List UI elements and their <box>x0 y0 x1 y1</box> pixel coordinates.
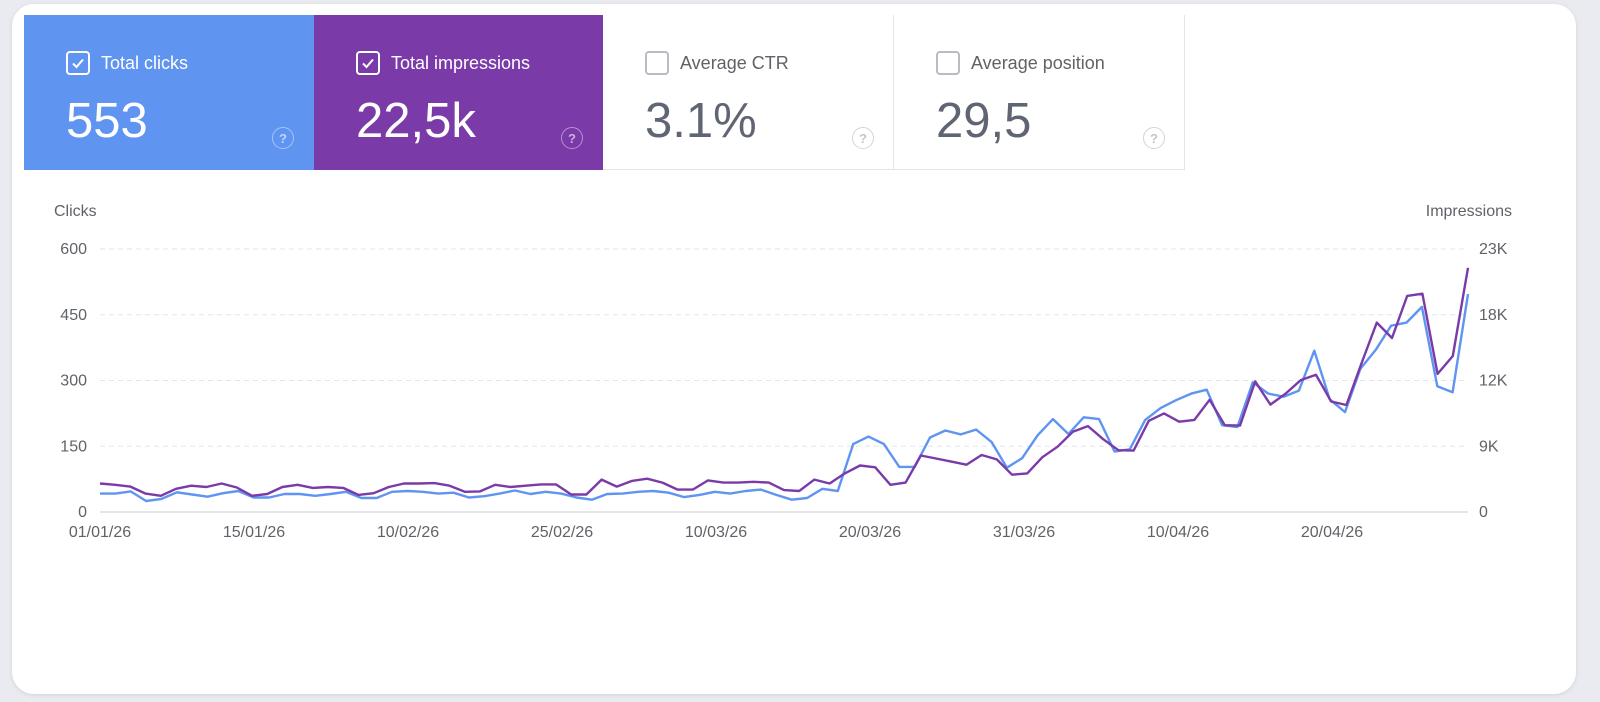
y-tick-label-left: 300 <box>60 373 87 390</box>
x-tick-label: 20/03/26 <box>839 524 901 541</box>
y-axis-left-ticks: 0 150 300 450 600 <box>60 241 87 521</box>
series-line-impressions <box>99 267 1470 497</box>
metric-value: 29,5 <box>936 94 1032 148</box>
checkbox-unchecked-icon[interactable] <box>936 51 960 75</box>
metric-tabs: Total clicks 553 ? Total impressions 22,… <box>24 15 1185 170</box>
checkbox-checked-icon[interactable] <box>356 51 380 75</box>
metric-value: 553 <box>66 94 148 148</box>
checkbox-unchecked-icon[interactable] <box>645 51 669 75</box>
x-tick-label: 01/01/26 <box>69 524 131 541</box>
metric-total-clicks[interactable]: Total clicks 553 ? <box>24 15 314 170</box>
y-tick-label-left: 450 <box>60 307 87 324</box>
metric-header: Average position <box>936 51 1105 75</box>
y-tick-label-right: 12K <box>1479 373 1508 390</box>
x-tick-label: 20/04/26 <box>1301 524 1363 541</box>
metric-label: Total clicks <box>101 52 189 73</box>
x-tick-label: 10/04/26 <box>1147 524 1209 541</box>
help-icon[interactable]: ? <box>561 127 583 149</box>
x-tick-label: 31/03/26 <box>993 524 1055 541</box>
metric-average-position[interactable]: Average position 29,5 ? <box>894 15 1185 170</box>
y-axis-right-ticks: 0 9K 12K 18K 23K <box>1479 241 1508 521</box>
help-icon[interactable]: ? <box>852 127 874 149</box>
metric-label: Total impressions <box>391 52 531 73</box>
y-axis-right-title: Impressions <box>1426 203 1512 220</box>
metric-total-impressions[interactable]: Total impressions 22,5k ? <box>314 15 603 170</box>
y-tick-label-right: 0 <box>1479 504 1488 521</box>
metric-value: 3.1% <box>645 94 757 148</box>
x-tick-label: 10/03/26 <box>685 524 747 541</box>
x-tick-label: 25/02/26 <box>531 524 593 541</box>
performance-card: Total clicks 553 ? Total impressions 22,… <box>12 4 1576 694</box>
x-axis-ticks: 01/01/26 15/01/26 10/02/26 25/02/26 10/03/26… <box>69 524 1363 541</box>
x-tick-label: 10/02/26 <box>377 524 439 541</box>
metric-label: Average CTR <box>680 52 789 73</box>
metric-label: Average position <box>971 52 1105 73</box>
x-tick-label: 15/01/26 <box>223 524 285 541</box>
chart-lines <box>99 267 1470 503</box>
series-line-clicks <box>100 293 1470 503</box>
y-tick-label-right: 9K <box>1479 438 1499 455</box>
y-tick-label-left: 0 <box>78 504 87 521</box>
y-tick-label-right: 23K <box>1479 241 1508 258</box>
metric-average-ctr[interactable]: Average CTR 3.1% ? <box>603 15 894 170</box>
y-tick-label-right: 18K <box>1479 307 1508 324</box>
metric-header: Average CTR <box>645 51 789 75</box>
y-tick-label-left: 600 <box>60 241 87 258</box>
metric-header: Total clicks <box>66 51 188 75</box>
checkbox-checked-icon[interactable] <box>66 51 90 75</box>
metric-header: Total impressions <box>356 51 530 75</box>
performance-chart: Clicks Impressions 0 150 300 450 600 0 9K 12K 1… <box>54 203 1512 541</box>
help-icon[interactable]: ? <box>1143 127 1165 149</box>
metric-value: 22,5k <box>356 94 476 148</box>
y-tick-label-left: 150 <box>60 438 87 455</box>
y-axis-left-title: Clicks <box>54 203 97 220</box>
help-icon[interactable]: ? <box>272 127 294 149</box>
chart-grid <box>100 248 1468 513</box>
